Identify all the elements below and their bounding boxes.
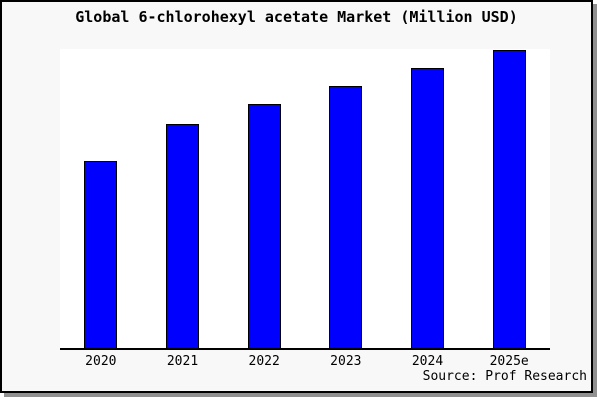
x-tick-label: 2025e xyxy=(489,354,529,369)
bar-2025e xyxy=(492,50,526,348)
bar-2023 xyxy=(329,86,363,348)
plot-area xyxy=(60,49,550,350)
bar-2024 xyxy=(411,68,444,348)
x-tick-label: 2021 xyxy=(166,354,199,369)
x-tick-label: 2022 xyxy=(248,354,280,369)
x-axis-labels: 2020 2021 2022 2023 2024 2025e xyxy=(60,354,550,372)
source-note: Source: Prof Research xyxy=(422,369,587,384)
x-tick-label: 2020 xyxy=(85,354,117,369)
x-tick-label: 2024 xyxy=(411,354,444,369)
chart-title: Global 6-chlorohexyl acetate Market (Mil… xyxy=(75,8,518,26)
x-tick-label: 2023 xyxy=(330,354,362,369)
bar-2021 xyxy=(166,124,199,348)
bar-2020 xyxy=(84,161,118,348)
chart-figure: Global 6-chlorohexyl acetate Market (Mil… xyxy=(0,0,593,393)
bar-2022 xyxy=(247,104,281,348)
